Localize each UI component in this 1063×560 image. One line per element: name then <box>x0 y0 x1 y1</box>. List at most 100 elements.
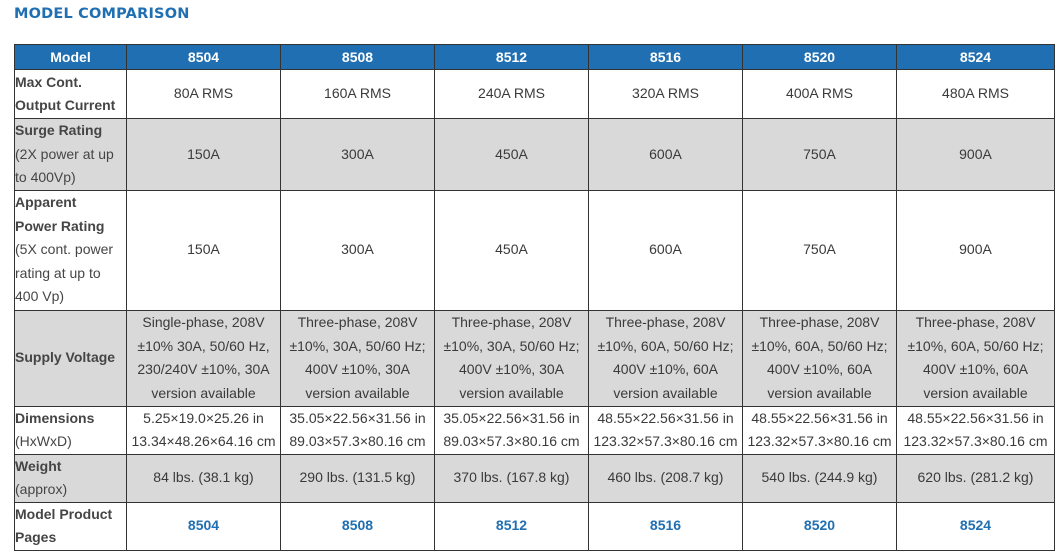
table-cell: 320A RMS <box>588 69 743 119</box>
cell-line: 400V ±10%, 30A <box>459 361 564 377</box>
cell-line: 123.32×57.3×80.16 cm <box>593 433 738 449</box>
row-label: Weight (approx) <box>14 453 127 503</box>
row-label-title: Power Rating <box>15 217 105 234</box>
model-comparison-table: Model 8504 8508 8512 8516 8520 8524 Max … <box>14 44 1055 551</box>
table-cell: 600A <box>588 118 743 191</box>
cell-line: version available <box>459 384 564 401</box>
table-cell: 540 lbs. (244.9 kg) <box>742 453 897 503</box>
table-cell: 750A <box>742 118 897 191</box>
row-label-title: Dimensions <box>15 409 95 426</box>
table-cell: 8520 <box>742 501 897 551</box>
table-cell: 900A <box>896 118 1055 191</box>
model-header: 8516 <box>588 44 743 70</box>
table-cell: Three-phase, 208V ±10%, 60A, 50/60 Hz; 4… <box>742 309 897 407</box>
row-label-title: Apparent <box>15 194 77 211</box>
cell-line: 400V ±10%, 30A <box>305 361 410 377</box>
row-label-line: Max Cont. <box>15 73 82 90</box>
table-cell: 8524 <box>896 501 1055 551</box>
cell-line: 48.55×22.56×31.56 in <box>907 409 1044 426</box>
row-label-note: rating at up to <box>15 264 101 281</box>
table-cell: 8508 <box>280 501 435 551</box>
row-dimensions: Dimensions (HxWxD) 5.25×19.0×25.26 in 13… <box>14 405 1055 455</box>
table-cell: 300A <box>280 118 435 191</box>
model-header: 8508 <box>280 44 435 70</box>
row-label-note: 400 Vp) <box>15 288 65 305</box>
cell-line: Three-phase, 208V <box>451 314 572 330</box>
row-label-line: Model Product <box>15 505 113 522</box>
row-label-title: Surge Rating <box>15 122 103 138</box>
table-cell: 48.55×22.56×31.56 in 123.32×57.3×80.16 c… <box>896 405 1055 455</box>
product-page-link-8512[interactable]: 8512 <box>495 517 528 534</box>
cell-line: 400V ±10%, 60A <box>923 361 1028 377</box>
table-cell: 450A <box>434 118 589 191</box>
row-label: Supply Voltage <box>14 309 127 407</box>
table-cell: Three-phase, 208V ±10%, 30A, 50/60 Hz; 4… <box>280 309 435 407</box>
table-cell: 8512 <box>434 501 589 551</box>
table-cell: 750A <box>742 189 897 311</box>
cell-line: ±10%, 30A, 50/60 Hz; <box>289 337 426 354</box>
cell-line: 89.03×57.3×80.16 cm <box>289 433 426 449</box>
cell-line: ±10%, 60A, 50/60 Hz; <box>597 337 734 354</box>
table-cell: 900A <box>896 189 1055 311</box>
cell-line: version available <box>767 384 872 401</box>
table-cell: 80A RMS <box>126 69 281 119</box>
row-label-note: (5X cont. power <box>15 241 114 258</box>
table-cell: Single-phase, 208V ±10% 30A, 50/60 Hz, 2… <box>126 309 281 407</box>
cell-line: version available <box>613 384 718 401</box>
table-cell: 290 lbs. (131.5 kg) <box>280 453 435 503</box>
table-cell: 8516 <box>588 501 743 551</box>
table-cell: 240A RMS <box>434 69 589 119</box>
model-column-header: Model <box>14 44 127 70</box>
table-cell: 150A <box>126 189 281 311</box>
cell-line: 230/240V ±10%, 30A <box>137 361 270 377</box>
cell-line: 13.34×48.26×64.16 cm <box>131 433 276 449</box>
row-label-line: Pages <box>15 529 57 545</box>
row-label: Max Cont. Output Current <box>14 69 127 119</box>
row-surge-rating: Surge Rating (2X power at up to 400Vp) 1… <box>14 118 1055 191</box>
table-cell: 400A RMS <box>742 69 897 119</box>
row-supply-voltage: Supply Voltage Single-phase, 208V ±10% 3… <box>14 309 1055 407</box>
table-cell: 450A <box>434 189 589 311</box>
product-page-link-8520[interactable]: 8520 <box>803 517 836 534</box>
table-cell: 480A RMS <box>896 69 1055 119</box>
row-label: Model Product Pages <box>14 501 127 551</box>
table-cell: 48.55×22.56×31.56 in 123.32×57.3×80.16 c… <box>588 405 743 455</box>
cell-line: 123.32×57.3×80.16 cm <box>747 433 892 449</box>
cell-line: version available <box>923 384 1028 401</box>
table-cell: Three-phase, 208V ±10%, 60A, 50/60 Hz; 4… <box>588 309 743 407</box>
cell-line: ±10%, 60A, 50/60 Hz; <box>751 337 888 354</box>
table-cell: 150A <box>126 118 281 191</box>
table-cell: 35.05×22.56×31.56 in 89.03×57.3×80.16 cm <box>434 405 589 455</box>
page-title: MODEL COMPARISON <box>14 6 190 22</box>
table-cell: 8504 <box>126 501 281 551</box>
product-page-link-8516[interactable]: 8516 <box>649 517 682 534</box>
model-header: 8504 <box>126 44 281 70</box>
product-page-link-8524[interactable]: 8524 <box>959 517 992 534</box>
cell-line: Three-phase, 208V <box>759 314 880 330</box>
table-cell: 370 lbs. (167.8 kg) <box>434 453 589 503</box>
row-label-note: to 400Vp) <box>15 169 76 185</box>
cell-line: ±10%, 60A, 50/60 Hz; <box>907 337 1044 354</box>
product-page-link-8504[interactable]: 8504 <box>187 517 220 534</box>
cell-line: ±10% 30A, 50/60 Hz, <box>137 337 270 354</box>
row-label-note: (approx) <box>15 481 68 497</box>
cell-line: ±10%, 30A, 50/60 Hz; <box>443 337 580 354</box>
cell-line: 48.55×22.56×31.56 in <box>597 409 734 426</box>
model-header: 8512 <box>434 44 589 70</box>
table-cell: 160A RMS <box>280 69 435 119</box>
row-max-output-current: Max Cont. Output Current 80A RMS 160A RM… <box>14 69 1055 119</box>
table-cell: 620 lbs. (281.2 kg) <box>896 453 1055 503</box>
row-label-line: Output Current <box>15 97 116 113</box>
table-cell: 35.05×22.56×31.56 in 89.03×57.3×80.16 cm <box>280 405 435 455</box>
row-product-pages: Model Product Pages 8504 8508 8512 8516 … <box>14 501 1055 551</box>
product-page-link-8508[interactable]: 8508 <box>341 517 374 534</box>
table-cell: 460 lbs. (208.7 kg) <box>588 453 743 503</box>
model-header: 8524 <box>896 44 1055 70</box>
header-row: Model 8504 8508 8512 8516 8520 8524 <box>14 44 1055 70</box>
row-label: Apparent Power Rating (5X cont. power ra… <box>14 189 127 311</box>
cell-line: 123.32×57.3×80.16 cm <box>903 433 1048 449</box>
table-cell: 600A <box>588 189 743 311</box>
model-header: 8520 <box>742 44 897 70</box>
table-cell: 48.55×22.56×31.56 in 123.32×57.3×80.16 c… <box>742 405 897 455</box>
cell-line: 48.55×22.56×31.56 in <box>751 409 888 426</box>
